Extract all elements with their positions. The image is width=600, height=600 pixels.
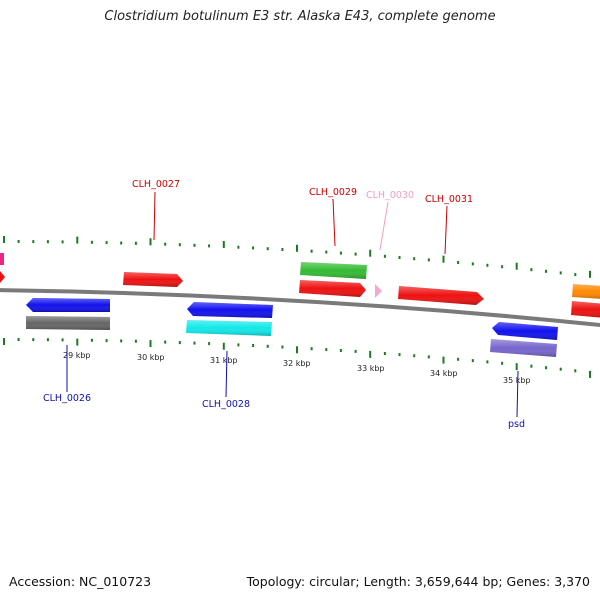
- leader-clh-0029: [332, 198, 336, 247]
- tick-label-32kbp: 32 kbp: [283, 359, 311, 368]
- genome-backbone: [0, 288, 600, 327]
- outer-tick-marks: [3, 236, 591, 278]
- feature-green[interactable]: [300, 262, 367, 279]
- tick-label-35kbp: 35 kbp: [503, 376, 531, 385]
- feature-orange[interactable]: [572, 284, 600, 299]
- feature-gray[interactable]: [26, 316, 110, 330]
- feature-psd-blue[interactable]: [492, 322, 558, 340]
- gene-label-clh-0031: CLH_0031: [425, 194, 473, 205]
- feature-red-left-edge[interactable]: [0, 271, 5, 283]
- tick-label-31kbp: 31 kbp: [210, 356, 238, 365]
- feature-psd[interactable]: [490, 339, 557, 357]
- gene-label-clh-0030: CLH_0030: [366, 190, 414, 201]
- feature-clh-0031[interactable]: [398, 286, 484, 305]
- feature-clh-0028[interactable]: [186, 320, 272, 336]
- feature-red-right-edge[interactable]: [571, 301, 600, 318]
- feature-clh-0028-blue[interactable]: [187, 302, 273, 318]
- tick-label-30kbp: 30 kbp: [137, 353, 165, 362]
- feature-clh-0030[interactable]: [375, 284, 382, 298]
- gene-label-clh-0026: CLH_0026: [43, 393, 91, 404]
- inner-tick-marks: [3, 338, 591, 378]
- gene-label-psd: psd: [508, 419, 525, 430]
- leader-clh-0031: [444, 205, 448, 255]
- feature-clh-0029[interactable]: [299, 280, 366, 297]
- feature-clh-0026[interactable]: [26, 298, 110, 312]
- tick-label-29kbp: 29 kbp: [63, 351, 91, 360]
- genome-summary-text: Topology: circular; Length: 3,659,644 bp…: [246, 574, 590, 589]
- map-title: Clostridium botulinum E3 str. Alaska E43…: [104, 9, 496, 24]
- leader-clh-0030: [379, 201, 389, 251]
- accession-text: Accession: NC_010723: [9, 574, 152, 589]
- gene-label-clh-0029: CLH_0029: [309, 187, 357, 198]
- leader-psd: [516, 370, 519, 418]
- gene-label-clh-0028: CLH_0028: [202, 399, 250, 410]
- feature-magenta[interactable]: [0, 253, 4, 265]
- tick-label-34kbp: 34 kbp: [430, 369, 458, 378]
- gene-label-clh-0027: CLH_0027: [132, 179, 180, 190]
- leader-clh-0027: [153, 191, 156, 241]
- feature-clh-0027[interactable]: [123, 272, 183, 287]
- tick-label-33kbp: 33 kbp: [357, 364, 385, 373]
- leader-clh-0028: [225, 350, 228, 398]
